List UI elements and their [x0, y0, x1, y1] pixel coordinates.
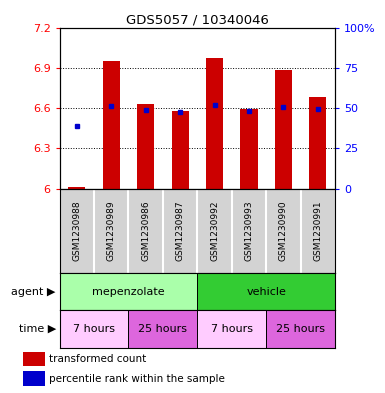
Bar [240, 109, 258, 189]
Text: GSM1230988: GSM1230988 [72, 200, 81, 261]
Text: GSM1230986: GSM1230986 [141, 200, 150, 261]
Text: 25 hours: 25 hours [276, 324, 325, 334]
Text: GSM1230987: GSM1230987 [176, 200, 185, 261]
Text: GSM1230991: GSM1230991 [313, 200, 322, 261]
Text: 25 hours: 25 hours [138, 324, 187, 334]
Text: time ▶: time ▶ [18, 324, 56, 334]
Text: 7 hours: 7 hours [73, 324, 115, 334]
Text: GSM1230990: GSM1230990 [279, 200, 288, 261]
Text: 7 hours: 7 hours [211, 324, 253, 334]
Bar [309, 97, 326, 189]
Bar [197, 310, 266, 348]
Bar [171, 112, 189, 189]
Bar [197, 273, 335, 310]
Bar [68, 187, 85, 189]
Text: GSM1230992: GSM1230992 [210, 201, 219, 261]
Bar [275, 70, 292, 189]
Text: agent ▶: agent ▶ [12, 287, 56, 297]
Text: GSM1230993: GSM1230993 [244, 200, 253, 261]
Title: GDS5057 / 10340046: GDS5057 / 10340046 [126, 13, 269, 26]
Bar [266, 310, 335, 348]
Text: vehicle: vehicle [246, 287, 286, 297]
Bar [23, 352, 45, 366]
Bar [23, 371, 45, 386]
Text: percentile rank within the sample: percentile rank within the sample [49, 374, 225, 384]
Text: transformed count: transformed count [49, 354, 146, 364]
Bar [60, 310, 129, 348]
Bar [60, 273, 197, 310]
Text: mepenzolate: mepenzolate [92, 287, 165, 297]
Bar [137, 104, 154, 189]
Bar [103, 61, 120, 189]
Bar [206, 59, 223, 189]
Text: GSM1230989: GSM1230989 [107, 200, 116, 261]
Bar [129, 310, 197, 348]
